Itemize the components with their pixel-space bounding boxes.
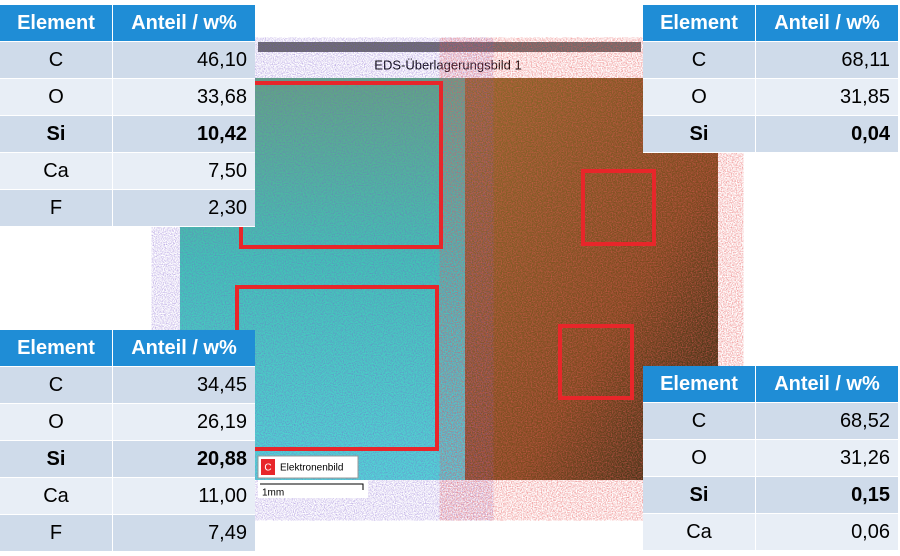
table-row: C 46,10 bbox=[0, 42, 255, 79]
value-cell: 46,10 bbox=[196, 48, 247, 71]
table-row: O 33,68 bbox=[0, 79, 255, 116]
header-cell: Element bbox=[0, 5, 113, 41]
value-cell: 26,19 bbox=[196, 410, 247, 433]
value-cell: 0,06 bbox=[851, 520, 890, 543]
element-cell: O bbox=[0, 404, 113, 440]
value-cell: 34,45 bbox=[196, 373, 247, 396]
header-cell: Anteil / w% bbox=[131, 336, 237, 359]
legend-label: Elektronenbild bbox=[280, 463, 343, 474]
header-cell: Anteil / w% bbox=[131, 11, 237, 34]
image-title: EDS-Überlagerungsbild 1 bbox=[374, 57, 521, 72]
title-bar bbox=[256, 52, 641, 78]
value-cell: 0,04 bbox=[851, 122, 890, 145]
table-row: Si 20,88 bbox=[0, 441, 255, 478]
header-row: Element Anteil / w% bbox=[0, 5, 255, 42]
value-cell: 31,26 bbox=[839, 446, 890, 469]
image-top-bar bbox=[258, 42, 641, 52]
element-cell: F bbox=[0, 190, 113, 226]
table-row: Ca 11,00 bbox=[0, 478, 255, 515]
table-row: Si 10,42 bbox=[0, 116, 255, 153]
legend-key-label: C bbox=[264, 463, 271, 474]
table-row: O 31,26 bbox=[643, 440, 898, 477]
table-row: O 31,85 bbox=[643, 79, 898, 116]
element-cell: F bbox=[0, 515, 113, 551]
value-cell: 2,30 bbox=[208, 196, 247, 219]
scale-label: 1mm bbox=[262, 488, 284, 499]
element-cell: C bbox=[643, 42, 756, 78]
table-row: C 68,11 bbox=[643, 42, 898, 79]
table-row: C 34,45 bbox=[0, 367, 255, 404]
element-cell: Ca bbox=[0, 153, 113, 189]
value-cell: 20,88 bbox=[196, 447, 247, 470]
header-cell: Anteil / w% bbox=[774, 11, 880, 34]
header-row: Element Anteil / w% bbox=[643, 366, 898, 403]
composition-table: Element Anteil / w% C 46,10 O 33,68 Si 10,42 Ca 7… bbox=[0, 5, 255, 227]
table-row: C 68,52 bbox=[643, 403, 898, 440]
table-row: O 26,19 bbox=[0, 404, 255, 441]
table-row: F 7,49 bbox=[0, 515, 255, 552]
legend-key bbox=[261, 459, 275, 475]
element-cell: Si bbox=[643, 116, 756, 152]
header-cell: Element bbox=[643, 366, 756, 402]
table-row: Ca 0,06 bbox=[643, 514, 898, 551]
value-cell: 7,50 bbox=[208, 159, 247, 182]
value-cell: 33,68 bbox=[196, 85, 247, 108]
composition-table: Element Anteil / w% C 68,11 O 31,85 Si 0,04 bbox=[643, 5, 898, 153]
element-cell: O bbox=[0, 79, 113, 115]
element-cell: C bbox=[0, 367, 113, 403]
element-cell: Si bbox=[0, 441, 113, 477]
element-cell: Ca bbox=[643, 514, 756, 550]
element-cell: Si bbox=[643, 477, 756, 513]
table-row: F 2,30 bbox=[0, 190, 255, 227]
element-cell: O bbox=[643, 79, 756, 115]
value-cell: 31,85 bbox=[839, 85, 890, 108]
table-row: Si 0,15 bbox=[643, 477, 898, 514]
value-cell: 0,15 bbox=[851, 483, 890, 506]
composition-table: Element Anteil / w% C 68,52 O 31,26 Si 0,15 Ca 0,… bbox=[643, 366, 898, 551]
table-row: Ca 7,50 bbox=[0, 153, 255, 190]
selection-boxes bbox=[235, 81, 656, 451]
composition-table: Element Anteil / w% C 34,45 O 26,19 Si 20,88 Ca 1… bbox=[0, 330, 255, 552]
element-cell: C bbox=[0, 42, 113, 78]
scale-bar bbox=[260, 483, 364, 490]
header-row: Element Anteil / w% bbox=[0, 330, 255, 367]
element-cell: Ca bbox=[0, 478, 113, 514]
value-cell: 68,52 bbox=[839, 409, 890, 432]
legend-box bbox=[257, 455, 359, 479]
element-cell: O bbox=[643, 440, 756, 476]
value-cell: 7,49 bbox=[208, 521, 247, 544]
header-cell: Element bbox=[0, 330, 113, 366]
element-cell: Si bbox=[0, 116, 113, 152]
value-cell: 11,00 bbox=[198, 484, 247, 507]
value-cell: 68,11 bbox=[841, 48, 890, 71]
header-cell: Element bbox=[643, 5, 756, 41]
table-row: Si 0,04 bbox=[643, 116, 898, 153]
header-row: Element Anteil / w% bbox=[643, 5, 898, 42]
value-cell: 10,42 bbox=[196, 122, 247, 145]
header-cell: Anteil / w% bbox=[774, 372, 880, 395]
element-cell: C bbox=[643, 403, 756, 439]
